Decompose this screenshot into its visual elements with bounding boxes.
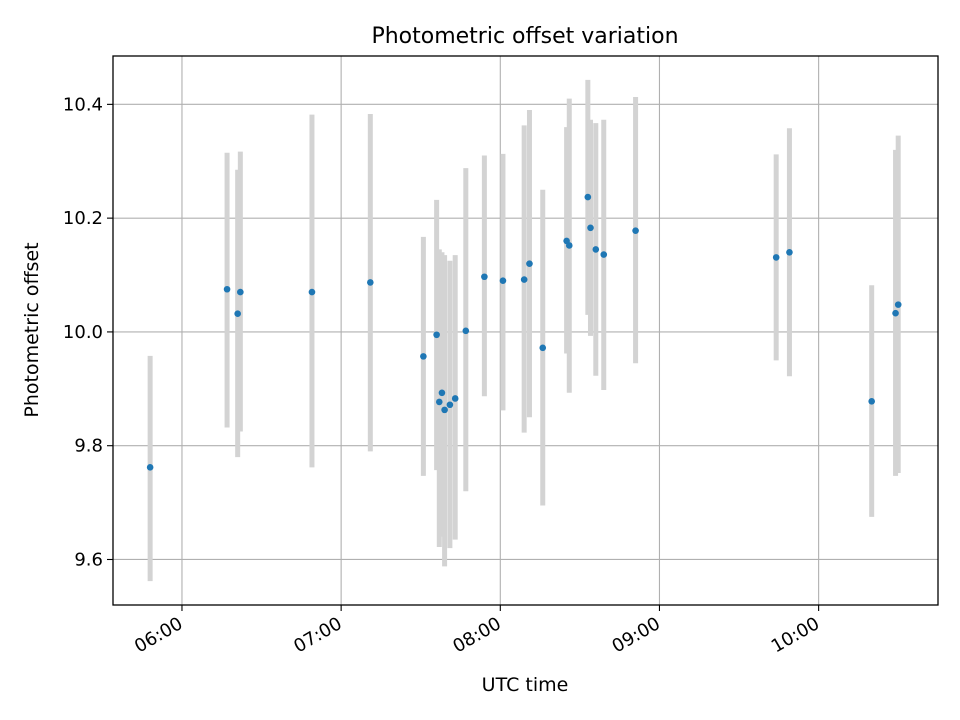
data-point: [433, 331, 440, 339]
data-point: [894, 301, 902, 308]
data-point: [367, 279, 374, 286]
data-point: [600, 251, 608, 258]
data-point: [632, 227, 639, 234]
data-point: [420, 353, 427, 360]
data-point: [481, 273, 488, 281]
data-points: [146, 193, 902, 471]
data-point: [308, 288, 316, 296]
data-point: [499, 277, 507, 285]
data-point: [592, 246, 600, 253]
y-axis-ticks: 9.6 9.8 10.0 10.2 10.4: [63, 94, 113, 570]
data-point: [526, 260, 533, 267]
data-point: [462, 327, 470, 335]
y-tick-label: 9.6: [74, 549, 103, 570]
data-point: [868, 398, 875, 405]
data-point: [441, 406, 448, 414]
y-tick-label: 10.0: [63, 322, 103, 343]
data-point: [565, 242, 573, 249]
data-point: [234, 310, 241, 318]
data-point: [435, 398, 443, 406]
data-point: [146, 464, 154, 471]
x-axis-label: UTC time: [482, 674, 569, 696]
data-point: [772, 254, 780, 261]
data-point: [451, 395, 459, 402]
data-point: [438, 389, 446, 397]
data-point: [786, 248, 793, 256]
chart-title: Photometric offset variation: [371, 24, 678, 49]
data-point: [520, 276, 528, 283]
plot-frame: [112, 55, 939, 606]
data-point: [539, 344, 547, 352]
data-point: [587, 224, 594, 232]
data-point: [223, 285, 231, 293]
y-tick-label: 10.4: [63, 94, 103, 115]
data-point: [446, 401, 454, 409]
y-tick-label: 9.8: [74, 436, 103, 457]
y-axis-label: Photometric offset: [21, 242, 43, 417]
data-point: [584, 193, 592, 201]
y-tick-label: 10.2: [63, 208, 103, 229]
data-point: [892, 309, 899, 317]
data-point: [237, 288, 244, 296]
